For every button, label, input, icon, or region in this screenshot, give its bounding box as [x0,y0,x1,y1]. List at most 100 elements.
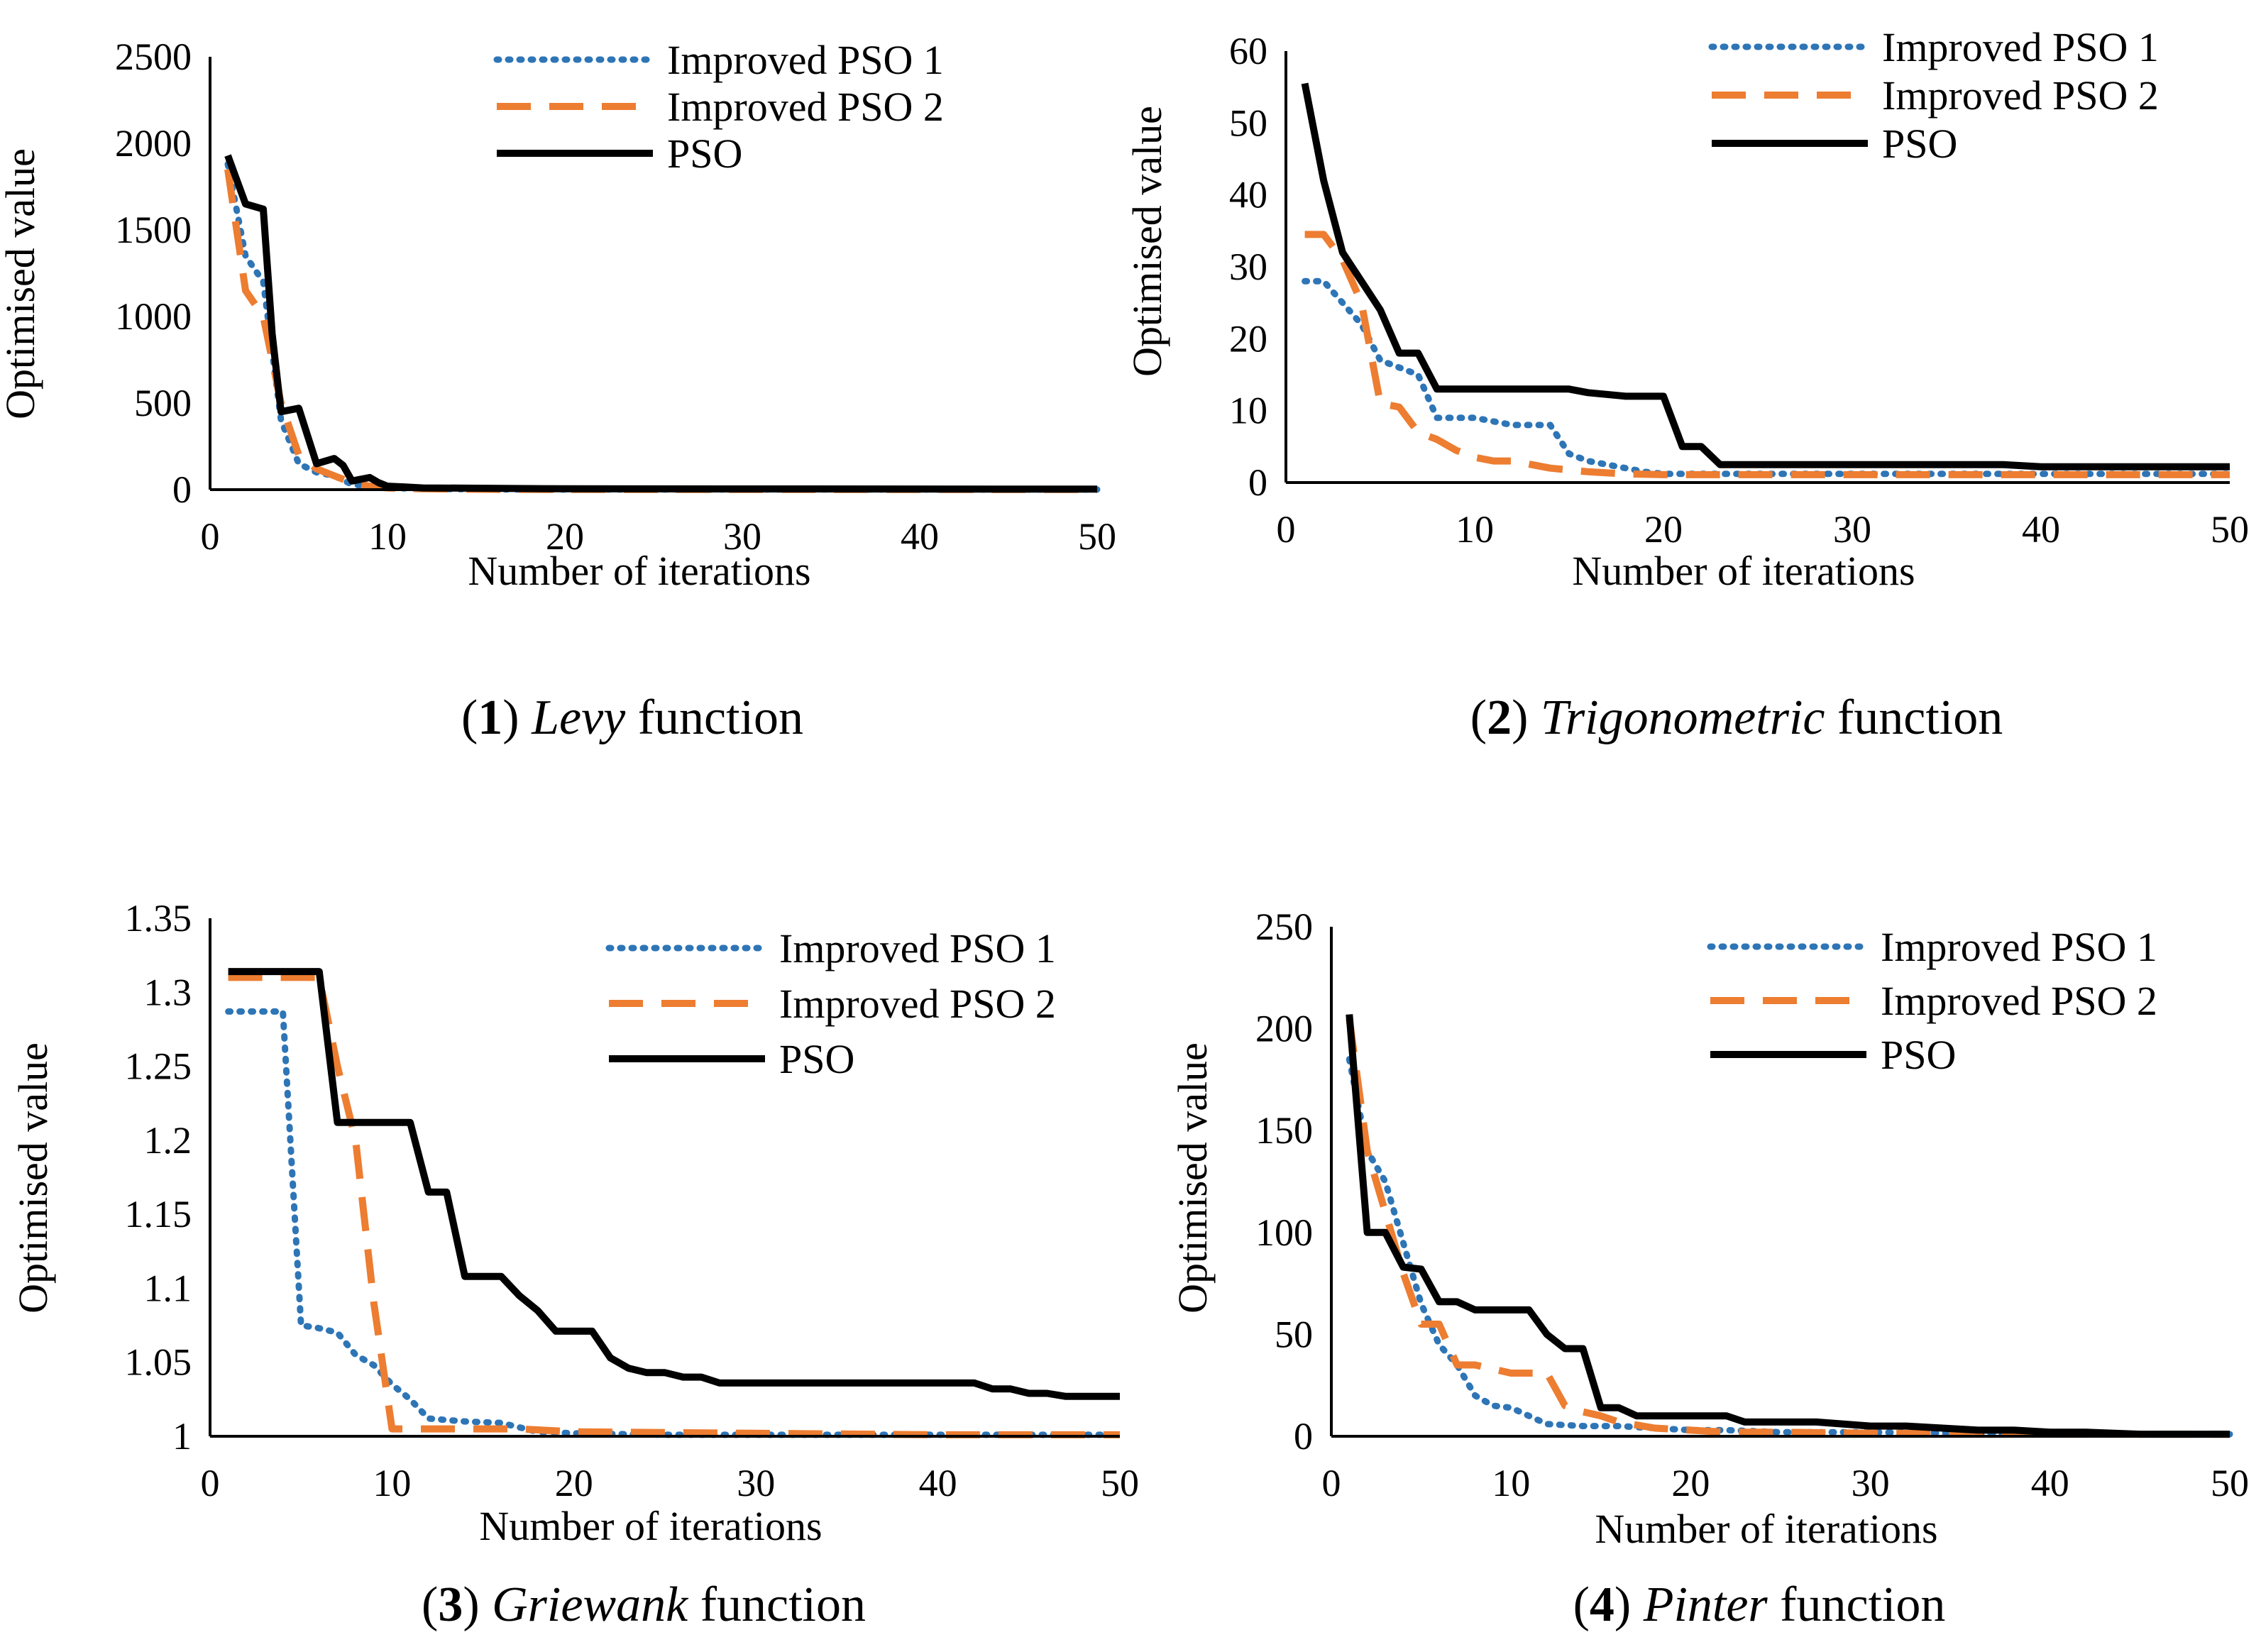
chart-caption: (4) Pinter function [1573,1577,1946,1632]
series-line-pso [1301,82,2230,470]
y-tick-label: 20 [1229,317,1267,360]
x-tick-label: 30 [723,515,761,558]
x-tick-label: 20 [546,515,584,558]
y-axis-title: Optimised value [10,1042,56,1314]
y-axis-title: Optimised value [1170,1042,1216,1314]
y-tick-label: 40 [1229,174,1267,216]
y-tick-label: 100 [1255,1211,1313,1254]
x-tick-label: 40 [919,1462,957,1504]
legend-label: Improved PSO 1 [1881,924,2157,970]
x-tick-label: 50 [2211,508,2249,551]
x-axis-title: Number of iterations [468,548,810,594]
x-tick-label: 40 [2031,1462,2069,1504]
series-line-improved-pso-2 [1346,1018,2230,1438]
y-tick-label: 1.35 [125,897,192,940]
caption-open: ( [1573,1577,1590,1632]
y-tick-label: 0 [1248,461,1267,504]
caption-suffix: function [688,1577,866,1632]
x-tick-label: 0 [1322,1462,1341,1504]
series-line-pso [228,968,1120,1400]
x-axis-title: Number of iterations [1595,1506,1937,1552]
legend-label: Improved PSO 2 [1882,72,2159,119]
x-tick-label: 20 [1671,1462,1710,1504]
caption-function-name: Trigonometric [1541,690,1825,745]
legend-label: Improved PSO 2 [1881,978,2157,1024]
y-tick-label: 1.25 [125,1045,192,1088]
x-tick-label: 30 [737,1462,775,1504]
caption-open: ( [422,1577,438,1632]
chart-caption: (3) Griewank function [422,1577,866,1632]
caption-number: 2 [1487,690,1512,745]
x-tick-label: 30 [1852,1462,1890,1504]
legend-label: PSO [667,131,742,177]
series-line-improved-pso-2 [1304,231,2230,478]
series-line-pso [1346,1014,2230,1438]
series-line-improved-pso-1 [224,160,1101,493]
caption-open: ( [1470,690,1487,745]
x-tick-label: 50 [1078,515,1116,558]
caption-function-name: Levy [531,690,626,745]
chart-2: 0 10 20 30 40 50 0 10 20 30 40 50 60 Number of iterat… [1124,24,2249,745]
series-line-improved-pso-1 [225,1008,1123,1438]
y-tick-label: 1000 [115,295,192,338]
x-tick-label: 30 [1833,508,1871,551]
x-tick-label: 20 [555,1462,593,1504]
chart-caption: (2) Trigonometric function [1470,690,2003,745]
caption-function-name: Griewank [492,1577,689,1632]
x-tick-label: 40 [901,515,939,558]
y-tick-label: 1.1 [144,1267,192,1309]
y-tick-label: 50 [1275,1313,1313,1355]
y-tick-label: 200 [1255,1008,1313,1050]
y-axis-title: Optimised value [0,148,43,419]
chart-4: 0 10 20 30 40 50 0 50 100 150 200 250 Number of iter… [1170,905,2249,1632]
x-tick-label: 20 [1644,508,1683,551]
y-tick-label: 150 [1255,1109,1313,1152]
legend: Improved PSO 1 Improved PSO 2 PSO [1707,924,2157,1078]
x-tick-label: 10 [1492,1462,1530,1504]
x-tick-label: 10 [368,515,407,558]
x-tick-label: 10 [1456,508,1494,551]
x-axis-title: Number of iterations [479,1503,822,1549]
x-tick-label: 10 [373,1462,411,1504]
y-tick-label: 250 [1255,905,1313,948]
y-axis-title: Optimised value [1124,106,1170,377]
chart-3: 0 10 20 30 40 50 1 1.05 1.1 1.15 1.2 1.25 1.3 1.35 Num… [10,897,1139,1632]
caption-function-name: Pinter [1643,1577,1768,1632]
x-tick-label: 0 [201,1462,220,1504]
legend-label: PSO [779,1036,854,1082]
x-tick-label: 0 [201,515,220,558]
legend-label: PSO [1881,1032,1956,1078]
y-tick-label: 60 [1229,30,1267,72]
chart-caption: (1) Levy function [461,690,803,745]
y-tick-label: 1.2 [144,1119,192,1162]
y-tick-label: 2000 [115,122,192,165]
x-tick-label: 50 [1101,1462,1139,1504]
caption-suffix: function [1768,1577,1946,1632]
legend-label: Improved PSO 2 [779,981,1056,1027]
legend-label: Improved PSO 1 [1882,24,2159,70]
series-line-improved-pso-2 [224,168,1097,493]
y-tick-label: 1500 [115,209,192,251]
y-tick-label: 1 [172,1415,192,1458]
y-tick-label: 10 [1229,390,1267,432]
y-tick-label: 0 [1294,1415,1313,1458]
y-tick-label: 0 [172,468,192,511]
y-tick-label: 30 [1229,246,1267,288]
legend-label: PSO [1882,121,1957,167]
x-tick-label: 50 [2211,1462,2249,1504]
caption-suffix: function [625,690,803,745]
y-tick-label: 1.05 [125,1341,192,1384]
x-axis-title: Number of iterations [1572,548,1915,594]
caption-number: 1 [478,690,502,745]
legend-label: Improved PSO 1 [667,37,944,83]
y-tick-label: 500 [134,382,192,424]
caption-suffix: function [1825,690,2003,745]
caption-close: ) [1614,1577,1644,1632]
y-tick-label: 1.3 [144,971,192,1013]
caption-open: ( [461,690,478,745]
y-tick-label: 50 [1229,101,1267,144]
